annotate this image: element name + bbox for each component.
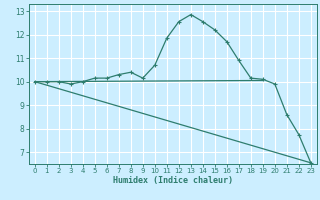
X-axis label: Humidex (Indice chaleur): Humidex (Indice chaleur) bbox=[113, 176, 233, 185]
